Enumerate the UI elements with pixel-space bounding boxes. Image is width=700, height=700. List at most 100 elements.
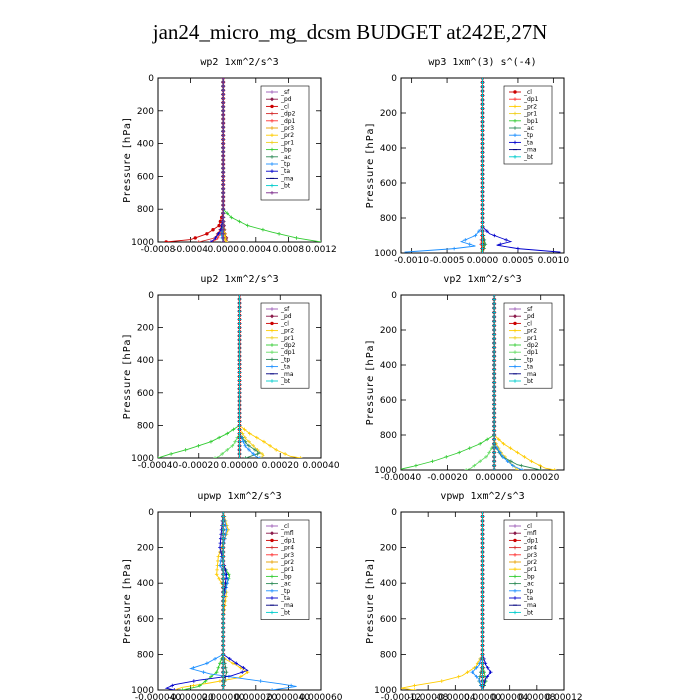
legend-label: _pr2 [523,328,537,335]
y-tick-label: 400 [380,361,397,371]
legend-marker [270,524,274,528]
series-marker [480,220,485,225]
plot-area [164,78,321,242]
y-tick-label: 800 [137,421,154,431]
series-marker [274,448,278,452]
series-marker [480,124,485,128]
series-marker [492,295,496,297]
panel-6: vpwp 1xm^2/s^3 Pressure [hPa] 0 200 400 600 80… [365,491,583,700]
series-marker [221,174,225,179]
series-marker [464,468,468,470]
legend-label: _dp2 [280,111,296,118]
series-marker [480,634,485,639]
legend-label: _ta [280,364,290,371]
legend-marker [513,553,517,557]
series-marker [480,679,485,683]
series-marker [169,452,173,456]
series-marker [218,545,222,550]
series-marker [480,185,485,190]
series-marker [492,415,496,420]
y-tick-label: 1000 [131,238,154,248]
legend-marker [270,133,274,137]
legend-label: _pr3 [280,552,294,559]
series-marker [488,670,493,674]
y-tick-label: 600 [137,615,154,625]
series-marker [480,674,485,679]
series-marker [221,92,225,97]
series-marker [480,603,485,608]
series-marker [480,554,485,559]
series-marker [221,158,225,162]
series-marker [480,559,485,563]
series-marker [221,665,225,670]
series-marker [480,590,485,594]
legend-marker [513,581,517,586]
series-marker [216,665,221,670]
series-marker [213,236,218,240]
series-line [198,78,224,242]
series-marker [193,236,197,240]
series-marker [221,133,225,138]
x-tick-label: 0.00008 [518,693,555,700]
series-marker [237,301,242,305]
legend-marker [270,155,274,159]
legend-label: _bp [523,573,535,580]
x-tick-label: -0.00040 [381,473,422,483]
legend-label: _dp1 [280,349,296,356]
y-tick-label: 200 [380,326,397,336]
series-marker [240,670,245,674]
series-marker [480,211,485,216]
series-marker [474,665,479,670]
y-tick-label: 800 [137,205,154,215]
legend-label: _ac [280,154,291,161]
legend-label: _bt [523,154,534,161]
legend-marker [270,553,274,557]
series-marker [477,229,481,233]
legend-label: _dp1 [280,537,296,544]
legend-marker [513,545,517,550]
series-marker [480,141,485,146]
series-marker [237,431,242,436]
legend-label: _ma [523,602,537,609]
legend-label: _pr3 [523,552,537,559]
series-marker [229,215,234,220]
x-tick-label: 0.0008 [273,245,305,255]
series-marker [214,670,219,674]
legend-marker [513,90,517,94]
series-marker [492,354,496,359]
legend-label: _sf [280,89,290,96]
plot-area [164,512,297,690]
series-marker [237,411,242,415]
series-marker [218,219,223,224]
x-tick-label: 0.0000 [467,256,499,266]
series-marker [516,246,520,251]
series-marker [251,443,256,448]
series-marker [237,403,242,407]
legend-label: _ma [280,602,294,609]
series-marker [221,625,225,630]
y-axis-label: Pressure [hPa] [365,340,376,426]
series-marker [221,563,225,568]
series-marker [215,568,219,572]
legend-marker [270,581,274,586]
series-marker [221,240,225,242]
series-marker [221,599,225,603]
series-marker [221,113,225,117]
series-marker [221,688,225,690]
legend-label: _pr1 [280,335,294,342]
series-marker [237,399,242,403]
legend-label: _pr1 [280,139,294,146]
plot-frame [157,77,322,243]
legend-marker [513,307,517,311]
plot-area [401,512,493,690]
series-marker [218,679,222,683]
series-marker [237,456,242,458]
series-marker [237,358,242,362]
series-marker [237,219,242,224]
series-marker [515,450,520,455]
series-marker [473,233,478,238]
legend-label: _pr2 [280,559,294,566]
legend-label: _mfl [523,530,537,537]
series-marker [492,463,496,468]
series-marker [221,514,225,519]
